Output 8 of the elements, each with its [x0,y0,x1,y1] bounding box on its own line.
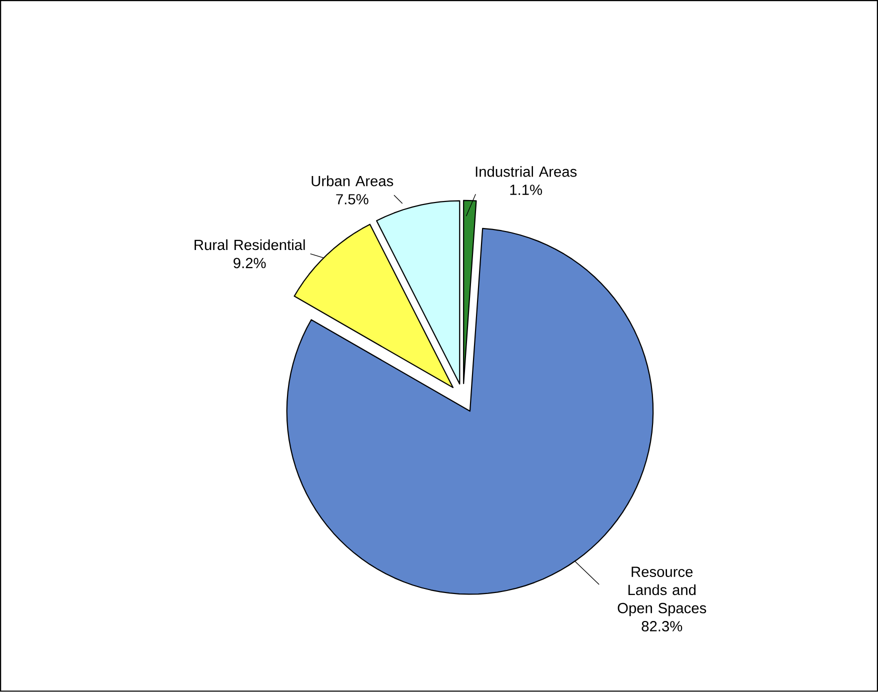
slice-label: Urban Areas [312,176,394,186]
slice-label: Rural Residential [194,239,305,250]
data-label: 9.2% [234,258,266,268]
data-label: 7.5% [336,194,368,205]
data-label: 82.3% [642,621,682,632]
legend-label: Resource Lands and Open Spaces [618,566,706,616]
slice-label: Industrial Areas [476,166,577,178]
data-label: 1.1% [510,184,542,196]
